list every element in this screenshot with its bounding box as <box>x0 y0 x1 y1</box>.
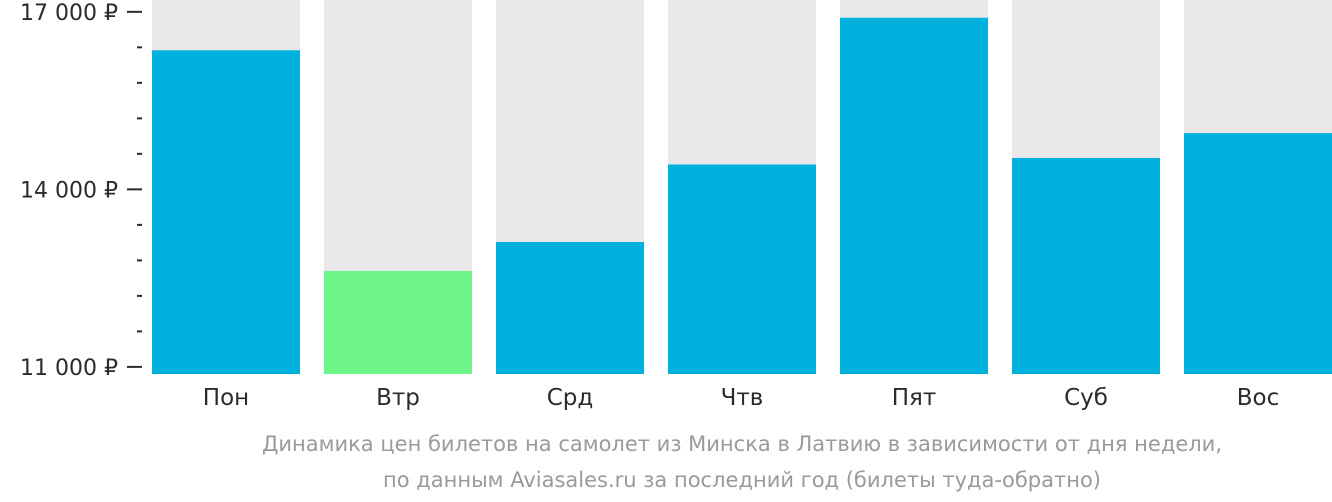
y-tick-label: 11 000 ₽ <box>20 356 118 381</box>
y-axis: 11 000 ₽ 14 000 ₽ 17 000 ₽ <box>20 1 142 381</box>
x-tick-label: Втр <box>376 385 420 411</box>
bar <box>152 50 300 375</box>
bar <box>1012 158 1160 374</box>
caption-line-2: по данным Aviasales.ru за последний год … <box>383 468 1101 492</box>
caption-line-1: Динамика цен билетов на самолет из Минск… <box>262 432 1222 456</box>
x-tick-label: Срд <box>547 385 594 411</box>
bar <box>668 164 816 374</box>
x-tick-label: Пон <box>203 385 249 411</box>
y-tick-label: 17 000 ₽ <box>20 1 118 26</box>
bar <box>324 271 472 374</box>
x-tick-label: Чтв <box>721 385 764 411</box>
x-tick-label: Суб <box>1064 385 1108 411</box>
bars <box>152 0 1332 375</box>
x-axis-labels: Пон Втр Срд Чтв Пят Суб Вос <box>203 385 1279 411</box>
bar <box>1184 133 1332 374</box>
bar <box>840 17 988 374</box>
x-tick-label: Вос <box>1237 385 1280 411</box>
bar <box>496 242 644 374</box>
y-tick-label: 14 000 ₽ <box>20 178 118 203</box>
x-tick-label: Пят <box>892 385 937 411</box>
